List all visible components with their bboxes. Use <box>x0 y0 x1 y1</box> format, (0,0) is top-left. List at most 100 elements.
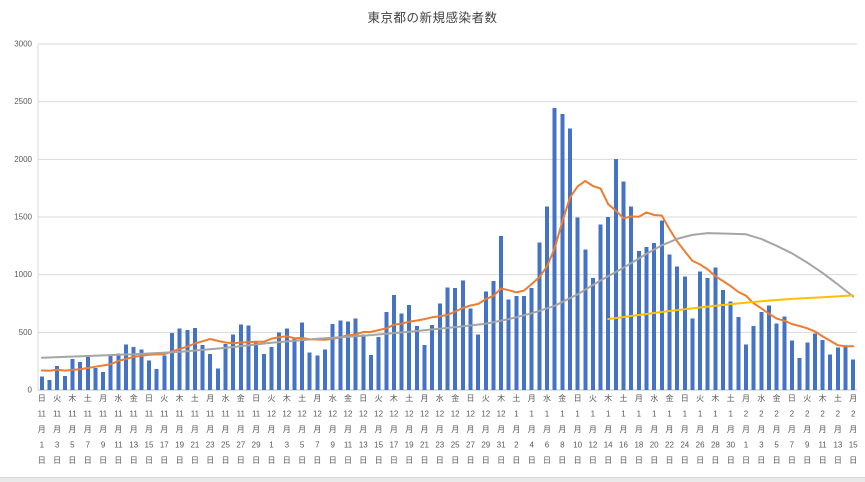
x-tick-label: 木 12 月 3 日 <box>282 393 291 465</box>
daily-cases-bar <box>851 359 856 390</box>
daily-cases-bar <box>101 371 106 390</box>
x-tick-label: 日 11 月 1 日 <box>38 394 47 465</box>
daily-cases-bar <box>47 379 52 390</box>
x-tick-label: 水 11 月 25 日 <box>221 393 230 465</box>
x-tick-label: 土 11 月 21 日 <box>190 393 199 465</box>
x-tick-label: 金 11 月 13 日 <box>129 393 138 465</box>
daily-cases-bar <box>215 368 220 390</box>
daily-cases-bar <box>62 375 67 390</box>
daily-cases-bar <box>476 334 481 390</box>
x-tick-label: 日 11 月 15 日 <box>145 394 154 465</box>
x-tick-label: 月 12 月 21 日 <box>420 394 429 465</box>
x-tick-label: 火 1 月 12 日 <box>588 394 597 465</box>
daily-cases-bar <box>330 324 335 390</box>
daily-cases-bar <box>675 266 680 390</box>
daily-cases-bar <box>736 316 741 390</box>
daily-cases-bar <box>491 281 496 390</box>
daily-cases-bar <box>85 356 90 390</box>
chart-title: 東京都の新規感染者数 <box>367 11 498 25</box>
daily-cases-bar <box>146 360 151 390</box>
x-tick-label: 木 11 月 5 日 <box>68 393 77 465</box>
x-tick-label: 水 12 月 23 日 <box>435 393 444 465</box>
daily-cases-bar <box>78 362 83 390</box>
daily-cases-bar <box>522 295 527 390</box>
daily-cases-bar <box>261 354 266 390</box>
daily-cases-bar <box>177 328 182 390</box>
daily-cases-bar <box>70 358 75 390</box>
daily-cases-bar <box>300 322 305 390</box>
daily-cases-bar <box>667 254 672 390</box>
daily-cases-bar <box>606 216 611 390</box>
y-axis-labels: 0 500 1000 1500 2000 2500 3000 <box>14 40 32 395</box>
daily-cases-bar <box>361 334 366 390</box>
daily-cases-bar <box>843 347 848 390</box>
x-tick-label: 日 1 月 10 日 <box>573 394 582 465</box>
daily-cases-bar <box>55 365 60 390</box>
daily-cases-bar <box>315 355 320 390</box>
trend-line-yellow <box>607 294 855 321</box>
x-tick-label: 木 12 月 31 日 <box>497 393 506 465</box>
daily-cases-bar <box>192 327 197 390</box>
daily-cases-bar <box>483 291 488 390</box>
daily-cases-bar <box>169 333 174 390</box>
y-tick-label: 1000 <box>14 270 32 279</box>
x-tick-label: 木 1 月 28 日 <box>711 393 720 465</box>
daily-cases-bar <box>567 128 572 391</box>
window-bottom-edge <box>0 477 865 482</box>
daily-cases-bar <box>499 235 504 390</box>
daily-cases-bar <box>529 288 534 390</box>
daily-cases-bar <box>437 303 442 390</box>
y-tick-label: 2500 <box>14 97 32 106</box>
daily-cases-bar <box>644 246 649 390</box>
daily-cases-bar <box>238 324 243 390</box>
x-tick-label: 月 1 月 18 日 <box>634 394 643 465</box>
daily-cases-bar <box>154 369 159 390</box>
x-tick-label: 水 1 月 20 日 <box>650 393 659 465</box>
daily-cases-bar <box>116 353 121 390</box>
daily-cases-bar <box>376 336 381 390</box>
x-tick-label: 日 12 月 27 日 <box>466 394 475 465</box>
daily-cases-bar <box>208 353 213 390</box>
daily-cases-bar <box>751 325 756 390</box>
y-tick-label: 2000 <box>14 155 32 164</box>
daily-cases-bar <box>399 313 404 390</box>
daily-cases-bar <box>545 206 549 390</box>
daily-cases-bar <box>246 325 251 390</box>
x-tick-label: 土 1 月 16 日 <box>619 393 628 465</box>
x-tick-label: 月 11 月 9 日 <box>99 394 108 465</box>
daily-cases-bar <box>284 328 289 390</box>
daily-cases-bar <box>659 220 664 390</box>
daily-cases-bar <box>713 267 718 390</box>
x-tick-label: 火 11 月 17 日 <box>160 394 169 465</box>
daily-cases-bar <box>537 242 542 390</box>
daily-cases-bar <box>124 344 129 390</box>
daily-cases-bar <box>139 349 144 390</box>
daily-cases-bar <box>598 224 603 390</box>
x-tick-label: 金 11 月 27 日 <box>236 393 245 465</box>
x-tick-label: 火 12 月 15 日 <box>374 394 383 465</box>
x-tick-label: 土 12 月 19 日 <box>405 393 414 465</box>
daily-cases-bar <box>353 318 358 390</box>
daily-cases-bar <box>323 349 328 390</box>
x-tick-label: 日 12 月 13 日 <box>359 394 368 465</box>
daily-cases-bar <box>721 289 726 390</box>
ma-line-gray <box>40 232 855 359</box>
daily-cases-bar <box>590 278 595 390</box>
daily-cases-bar <box>506 299 511 390</box>
daily-cases-bar <box>575 217 580 390</box>
daily-cases-bar <box>514 296 519 390</box>
daily-cases-bar <box>468 308 473 390</box>
daily-cases-bar <box>629 206 634 390</box>
x-tick-label: 木 1 月 14 日 <box>604 393 613 465</box>
daily-cases-bar <box>231 334 236 390</box>
x-tick-label: 水 12 月 9 日 <box>328 393 337 465</box>
x-tick-label: 土 2 月 13 日 <box>833 393 842 465</box>
